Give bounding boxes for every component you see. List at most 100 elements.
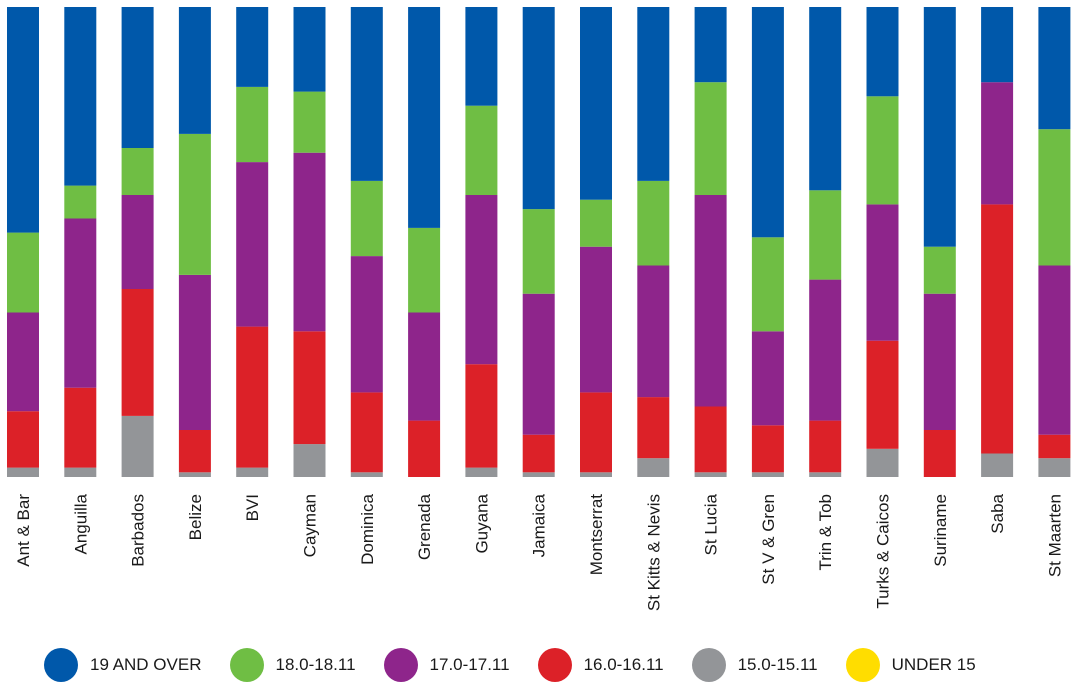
bar-segment <box>637 397 670 459</box>
legend: 19 AND OVER 18.0-18.11 17.0-17.11 16.0-16.1… <box>44 647 1004 683</box>
x-tick-label: Jamaica <box>530 493 549 557</box>
bar-segment <box>7 467 39 477</box>
legend-swatch <box>44 648 78 682</box>
bar-segment <box>637 458 670 477</box>
bar-segment <box>465 467 498 477</box>
bar-segment <box>121 195 154 289</box>
bar-segment <box>236 86 269 163</box>
bar-segment <box>121 415 154 477</box>
bar-segment <box>293 444 326 477</box>
bar-segment <box>1038 129 1071 266</box>
bar-segment <box>236 7 269 87</box>
bar-segment <box>408 227 441 313</box>
legend-label: 18.0-18.11 <box>275 655 356 674</box>
bar-segment <box>465 105 498 195</box>
bar-segment <box>809 472 842 477</box>
bar-segment <box>293 152 326 332</box>
bar-segment <box>580 246 612 393</box>
x-tick-label: Saba <box>988 493 1007 533</box>
bar-segment <box>350 7 383 181</box>
bars-layer <box>7 7 1071 477</box>
bar-segment <box>1038 458 1071 477</box>
bar-segment <box>809 7 842 191</box>
x-tick-label: St V & Gren <box>759 494 778 585</box>
x-tick-label: Montserrat <box>587 494 606 576</box>
x-tick-label: BVI <box>243 494 262 521</box>
x-tick-label: Turks & Caicos <box>874 494 893 609</box>
legend-label: 17.0-17.11 <box>429 655 510 674</box>
bar-segment <box>923 293 956 430</box>
bar-segment <box>637 7 670 181</box>
bar-segment <box>694 472 727 477</box>
legend-item: 15.0-15.11 <box>691 648 818 682</box>
bar-segment <box>465 195 498 365</box>
bar-segment <box>522 472 555 477</box>
legend-label: UNDER 15 <box>891 655 976 674</box>
bar-segment <box>923 246 956 294</box>
bar-segment <box>408 312 441 421</box>
x-tick-label: Anguilla <box>71 493 90 554</box>
legend-item: 18.0-18.11 <box>229 648 356 682</box>
bar-segment <box>178 133 211 275</box>
bar-segment <box>981 7 1014 83</box>
x-tick-label: Ant & Bar <box>14 494 33 567</box>
bar-segment <box>580 472 612 477</box>
bar-segment <box>866 96 899 205</box>
bar-segment <box>293 331 326 445</box>
bar-segment <box>408 7 441 228</box>
bar-segment <box>1038 265 1071 435</box>
x-tick-label: St Lucia <box>702 493 721 555</box>
bar-segment <box>178 472 211 477</box>
bar-segment <box>522 7 555 210</box>
bar-segment <box>866 340 899 449</box>
bar-segment <box>350 472 383 477</box>
bar-segment <box>751 472 784 477</box>
x-tick-label: Suriname <box>931 494 950 567</box>
bar-segment <box>64 387 97 468</box>
bar-segment <box>923 7 956 247</box>
bar-segment <box>465 7 498 106</box>
bar-segment <box>522 434 555 473</box>
x-tick-label: St Maarten <box>1045 494 1064 577</box>
bar-segment <box>981 204 1014 454</box>
bar-segment <box>751 7 784 238</box>
bar-segment <box>178 274 211 430</box>
bar-segment <box>7 7 39 233</box>
x-tick-label: St Kitts & Nevis <box>644 494 663 611</box>
bar-segment <box>866 448 899 477</box>
bar-segment <box>751 331 784 426</box>
bar-segment <box>178 430 211 473</box>
legend-label: 19 AND OVER <box>90 655 202 674</box>
bar-segment <box>580 199 612 247</box>
stacked-bar-chart: Ant & Bar Anguilla Barbados Belize BVI Cayman… <box>7 7 1071 611</box>
bar-segment <box>694 195 727 407</box>
legend-swatch <box>537 648 572 682</box>
bar-segment <box>236 467 269 477</box>
x-tick-label: Cayman <box>301 494 320 557</box>
x-tick-label: Dominica <box>358 493 377 564</box>
bar-segment <box>522 209 555 294</box>
bar-segment <box>7 411 39 468</box>
bar-segment <box>809 279 842 421</box>
bar-segment <box>981 453 1014 477</box>
legend-item: UNDER 15 <box>845 648 976 682</box>
bar-segment <box>637 265 670 398</box>
x-tick-labels: Ant & Bar Anguilla Barbados Belize BVI Cayman… <box>14 493 1064 611</box>
bar-segment <box>293 91 326 153</box>
bar-segment <box>7 312 39 412</box>
bar-segment <box>236 326 269 468</box>
bar-segment <box>64 7 97 186</box>
legend-item: 17.0-17.11 <box>383 648 510 682</box>
bar-segment <box>350 256 383 393</box>
bar-segment <box>751 237 784 332</box>
bar-segment <box>866 204 899 341</box>
bar-segment <box>121 148 154 195</box>
legend-swatch <box>691 648 726 682</box>
bar-segment <box>465 364 498 468</box>
bar-segment <box>1038 7 1071 130</box>
bar-segment <box>694 406 727 473</box>
legend-label: 16.0-16.11 <box>583 655 664 674</box>
bar-segment <box>408 420 441 477</box>
bar-segment <box>350 180 383 257</box>
legend-item: 16.0-16.11 <box>537 648 664 682</box>
